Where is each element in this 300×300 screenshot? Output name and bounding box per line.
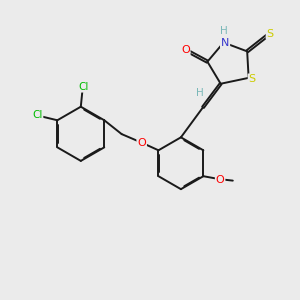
- Text: N: N: [221, 38, 229, 47]
- Text: H: H: [220, 26, 227, 36]
- Text: S: S: [267, 29, 274, 39]
- Text: O: O: [137, 138, 146, 148]
- Text: Cl: Cl: [79, 82, 89, 92]
- Text: O: O: [181, 45, 190, 55]
- Text: H: H: [196, 88, 204, 98]
- Text: O: O: [216, 175, 224, 185]
- Text: S: S: [249, 74, 256, 84]
- Text: Cl: Cl: [32, 110, 43, 120]
